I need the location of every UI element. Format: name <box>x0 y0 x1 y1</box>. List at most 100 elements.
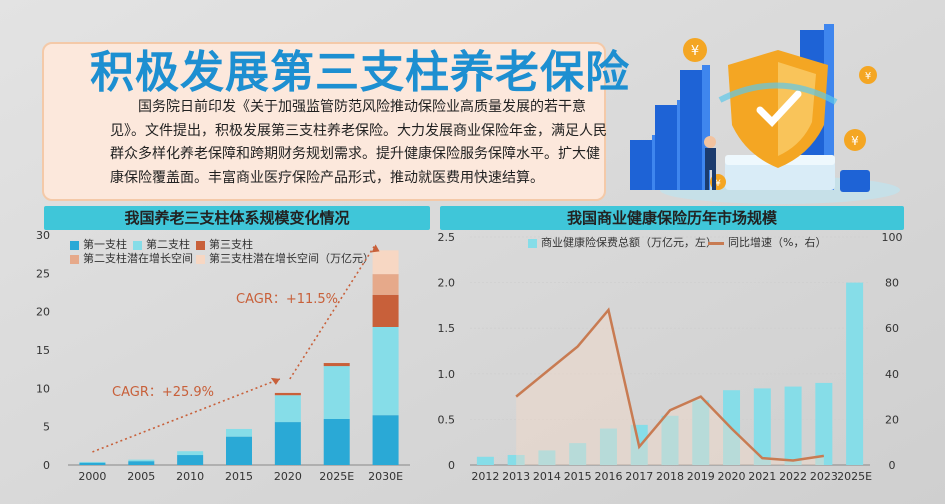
arrowhead-icon <box>371 244 380 253</box>
legend-swatch <box>70 254 79 264</box>
y-right-tick-label: 60 <box>885 322 899 335</box>
bar-segment <box>274 395 301 423</box>
x-tick-label: 2021 <box>748 470 776 483</box>
pension-chart-title: 我国养老三支柱体系规模变化情况 <box>44 206 430 230</box>
x-tick-label: 2014 <box>533 470 561 483</box>
svg-text:¥: ¥ <box>691 44 699 59</box>
x-tick-label: 2030E <box>368 470 403 483</box>
legend-item: 第三支柱 <box>196 236 253 252</box>
x-tick-label: 2010 <box>176 470 204 483</box>
svg-text:¥: ¥ <box>851 134 859 148</box>
y-right-tick-label: 80 <box>885 277 899 290</box>
trend-arrow-line <box>92 378 281 453</box>
trend-arrow-line <box>289 243 377 380</box>
bar-segment <box>372 327 399 416</box>
x-tick-label: 2005 <box>127 470 155 483</box>
y-tick-label: 10 <box>36 382 50 395</box>
bar-segment <box>323 363 350 367</box>
x-tick-label: 2017 <box>625 470 653 483</box>
x-tick-label: 2012 <box>471 470 499 483</box>
x-tick-label: 2020 <box>718 470 746 483</box>
x-tick-label: 2018 <box>656 470 684 483</box>
x-tick-label: 2025E <box>837 470 872 483</box>
premium-bar <box>476 456 494 465</box>
y-tick-label: 5 <box>43 421 50 434</box>
legend-label: 第二支柱潜在增长空间 <box>83 252 193 265</box>
x-tick-label: 2022 <box>779 470 807 483</box>
page-title: 积极发展第三支柱养老保险 <box>90 47 630 98</box>
premium-bar <box>599 428 617 465</box>
legend-swatch <box>196 254 205 264</box>
bar-segment <box>128 459 155 462</box>
legend-label: 第三支柱潜在增长空间（万亿元） <box>209 252 374 265</box>
bar-segment <box>274 422 301 465</box>
y-left-tick-label: 1.0 <box>438 368 456 381</box>
bar-segment <box>226 428 252 437</box>
y-left-tick-label: 0.5 <box>438 413 456 426</box>
y-left-tick-label: 2.5 <box>438 231 456 244</box>
bar-segment <box>372 415 399 465</box>
y-left-tick-label: 1.5 <box>438 322 456 335</box>
legend-label: 第三支柱 <box>209 238 253 251</box>
bar-segment <box>226 436 252 465</box>
growth-area <box>516 309 824 465</box>
businessman-icon <box>704 136 716 190</box>
legend-item: 第一支柱 <box>70 236 127 252</box>
bar-segment <box>323 366 350 419</box>
y-tick-label: 0 <box>43 459 50 472</box>
x-tick-label: 2019 <box>687 470 715 483</box>
y-tick-label: 20 <box>36 306 50 319</box>
premium-bar <box>846 282 864 465</box>
bar-segment <box>323 419 350 465</box>
y-right-tick-label: 0 <box>889 459 896 472</box>
shield-coin-chart-businessman-illustration: ¥ ¥ ¥ ¥ <box>630 24 900 204</box>
x-tick-label: 2020 <box>274 470 302 483</box>
bar-segment <box>128 461 155 465</box>
y-right-tick-label: 40 <box>885 368 899 381</box>
health-legend: 商业健康险保费总额（万亿元，左） 同比增速（%，右） <box>528 234 868 250</box>
premium-bar <box>815 382 833 465</box>
legend-item: 同比增速（%，右） <box>708 234 826 250</box>
pension-legend: 第一支柱 第二支柱 第三支柱 第二支柱潜在增长空间 第三支柱潜在增长空间（万亿元… <box>70 236 410 266</box>
y-right-tick-label: 20 <box>885 413 899 426</box>
legend-item: 第三支柱潜在增长空间（万亿元） <box>196 250 374 266</box>
y-left-tick-label: 0 <box>448 459 455 472</box>
legend-label: 第一支柱 <box>83 238 127 251</box>
y-left-tick-label: 2.0 <box>438 277 456 290</box>
legend-item: 第二支柱潜在增长空间 <box>70 250 193 266</box>
legend-label: 商业健康险保费总额（万亿元，左） <box>541 236 717 249</box>
svg-text:¥: ¥ <box>715 179 721 189</box>
premium-bar <box>538 450 556 465</box>
shield-icon <box>718 50 838 168</box>
premium-bar <box>661 415 679 465</box>
cagr-annotation: CAGR：+11.5% <box>236 292 338 307</box>
y-tick-label: 15 <box>36 344 50 357</box>
premium-bar <box>507 454 525 465</box>
growth-line <box>515 307 825 462</box>
y-tick-label: 25 <box>36 267 50 280</box>
svg-text:¥: ¥ <box>865 71 871 82</box>
x-tick-label: 2015 <box>225 470 253 483</box>
x-tick-label: 2013 <box>502 470 530 483</box>
bar-segment <box>79 462 106 465</box>
bar-segment <box>177 455 204 465</box>
y-right-tick-label: 100 <box>882 231 903 244</box>
bar-segment <box>79 461 106 463</box>
bar-segment <box>274 392 301 396</box>
legend-line-swatch <box>708 241 724 245</box>
health-chart-title: 我国商业健康保险历年市场规模 <box>440 206 904 230</box>
x-tick-label: 2000 <box>78 470 106 483</box>
bar-segment <box>177 451 204 456</box>
intro-text: 国务院日前印发《关于加强监管防范风险推动保险业高质量发展的若干意见》。文件提出，… <box>110 99 607 186</box>
x-tick-label: 2016 <box>594 470 622 483</box>
bar-segment <box>372 274 399 295</box>
platform-icon <box>725 155 870 192</box>
legend-swatch <box>70 240 79 250</box>
legend-item: 商业健康险保费总额（万亿元，左） <box>528 234 717 250</box>
legend-label: 同比增速（%，右） <box>728 236 827 249</box>
cagr-annotation: CAGR：+25.9% <box>112 385 214 400</box>
premium-bar <box>692 400 710 465</box>
arrowhead-icon <box>270 377 280 385</box>
